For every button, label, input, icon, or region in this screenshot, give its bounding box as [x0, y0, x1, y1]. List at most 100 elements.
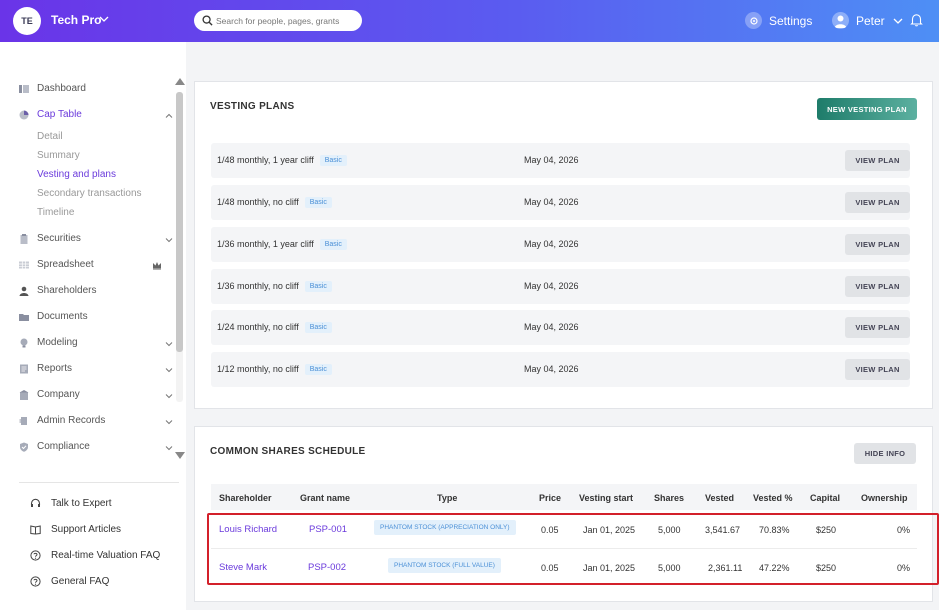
chevron-down-icon[interactable]	[165, 236, 173, 244]
sidebar-item-securities[interactable]: Securities	[19, 233, 81, 244]
sidebar-item-label: Compliance	[37, 441, 90, 452]
plan-date: May 04, 2026	[524, 239, 579, 249]
chevron-down-icon[interactable]	[165, 366, 173, 374]
shareholder-link[interactable]: Steve Mark	[219, 562, 268, 573]
vesting-plan-row: 1/24 monthly, no cliff Basic May 04, 2026…	[211, 310, 910, 345]
shares-cell: 5,000	[658, 525, 681, 535]
search-input[interactable]	[216, 13, 356, 28]
column-header[interactable]: Shares	[654, 493, 685, 503]
sidebar-subitem-timeline[interactable]: Timeline	[37, 207, 75, 218]
sidebar-subitem-summary[interactable]: Summary	[37, 150, 80, 161]
grant-name-link[interactable]: PSP-001	[309, 524, 348, 535]
view-plan-button[interactable]: VIEW PLAN	[845, 317, 910, 338]
shield-icon	[20, 442, 28, 452]
vesting-plans-card: VESTING PLANS NEW VESTING PLAN 1/48 mont…	[194, 81, 933, 409]
dashboard-icon	[19, 84, 29, 93]
bell-icon[interactable]	[910, 13, 923, 27]
sidebar-subitem-vesting-and-plans[interactable]: Vesting and plans	[37, 169, 116, 180]
lightbulb-icon	[20, 338, 28, 347]
sidebar-subitem-detail[interactable]: Detail	[37, 131, 63, 142]
records-icon	[19, 416, 27, 425]
grant-name-link[interactable]: PSP-002	[308, 562, 347, 573]
sidebar-item-modeling[interactable]: Modeling	[19, 337, 78, 348]
report-icon	[20, 364, 28, 373]
column-header[interactable]: Price	[539, 493, 562, 503]
help-item-valuation-faq[interactable]: Real-time Valuation FAQ	[30, 550, 160, 561]
building-icon	[19, 389, 29, 400]
price-cell: 0.05	[541, 563, 559, 573]
sidebar-item-label: Spreadsheet	[37, 259, 94, 270]
plan-name-text: 1/48 monthly, no cliff	[217, 197, 299, 207]
plan-name-text: 1/12 monthly, no cliff	[217, 364, 299, 374]
org-name[interactable]: Tech Pro	[51, 13, 102, 27]
sidebar-item-admin-records[interactable]: Admin Records	[19, 415, 105, 426]
column-header[interactable]: Vested %	[753, 493, 793, 503]
sidebar-item-cap-table[interactable]: Cap Table	[19, 109, 82, 120]
sidebar-item-company[interactable]: Company	[19, 389, 80, 400]
column-header[interactable]: Ownership	[861, 493, 908, 503]
column-header[interactable]: Vested	[705, 493, 735, 503]
vesting-plan-row: 1/36 monthly, no cliff Basic May 04, 2026…	[211, 269, 910, 304]
help-item-general-faq[interactable]: General FAQ	[30, 576, 109, 587]
sidebar-item-dashboard[interactable]: Dashboard	[19, 83, 86, 94]
sidebar-subitem-secondary-transactions[interactable]: Secondary transactions	[37, 188, 142, 199]
sidebar-item-shareholders[interactable]: Shareholders	[19, 285, 96, 296]
scroll-down-arrow[interactable]	[175, 452, 185, 459]
sidebar-item-label: Dashboard	[37, 83, 86, 94]
sidebar: Dashboard Cap Table Detail Summary Vesti…	[0, 42, 186, 610]
shareholder-link[interactable]: Louis Richard	[219, 524, 278, 535]
sidebar-item-label: Shareholders	[37, 285, 97, 296]
column-header[interactable]: Shareholder	[219, 493, 272, 503]
vesting-plan-row: 1/12 monthly, no cliff Basic May 04, 2026…	[211, 352, 910, 387]
plan-name: 1/36 monthly, no cliff Basic	[217, 281, 332, 292]
view-plan-button[interactable]: VIEW PLAN	[845, 234, 910, 255]
settings-button[interactable]: Settings	[745, 12, 812, 29]
view-plan-button[interactable]: VIEW PLAN	[845, 192, 910, 213]
column-header[interactable]: Grant name	[300, 493, 351, 503]
chevron-down-icon[interactable]	[165, 392, 173, 400]
user-avatar-icon	[832, 12, 849, 29]
user-menu[interactable]: Peter	[832, 12, 903, 29]
chevron-down-icon[interactable]	[99, 14, 109, 24]
view-plan-button[interactable]: VIEW PLAN	[845, 276, 910, 297]
new-vesting-plan-button[interactable]: NEW VESTING PLAN	[817, 98, 917, 120]
sidebar-item-label: Reports	[37, 363, 73, 374]
sidebar-item-documents[interactable]: Documents	[19, 311, 88, 322]
shares-cell: 5,000	[658, 563, 681, 573]
person-icon	[19, 286, 29, 296]
sidebar-item-spreadsheet[interactable]: Spreadsheet	[19, 259, 94, 270]
table-row: Louis Richard PSP-001 PHANTOM STOCK (APP…	[211, 515, 917, 553]
plan-name: 1/48 monthly, 1 year cliff Basic	[217, 155, 347, 166]
org-avatar[interactable]: TE	[13, 7, 41, 35]
plan-name: 1/48 monthly, no cliff Basic	[217, 197, 332, 208]
gear-icon	[745, 12, 762, 29]
plan-date: May 04, 2026	[524, 197, 579, 207]
chevron-down-icon[interactable]	[165, 444, 173, 452]
chevron-up-icon[interactable]	[165, 112, 173, 120]
sidebar-item-reports[interactable]: Reports	[19, 363, 72, 374]
scroll-up-arrow[interactable]	[175, 78, 185, 85]
vested-pct-cell: 47.22%	[759, 563, 790, 573]
scrollbar-thumb[interactable]	[176, 92, 183, 352]
vesting-start-cell: Jan 01, 2025	[583, 525, 636, 535]
sidebar-item-label: Modeling	[37, 337, 78, 348]
chevron-down-icon[interactable]	[165, 340, 173, 348]
view-plan-button[interactable]: VIEW PLAN	[845, 150, 910, 171]
sidebar-item-compliance[interactable]: Compliance	[19, 441, 90, 452]
vesting-plan-row: 1/48 monthly, no cliff Basic May 04, 2026…	[211, 185, 910, 220]
type-badge: PHANTOM STOCK (APPRECIATION ONLY)	[374, 520, 516, 535]
chevron-down-icon[interactable]	[165, 418, 173, 426]
help-item-support-articles[interactable]: Support Articles	[30, 524, 121, 535]
view-plan-button[interactable]: VIEW PLAN	[845, 359, 910, 380]
column-header[interactable]: Capital	[810, 493, 841, 503]
help-item-label: Real-time Valuation FAQ	[51, 550, 161, 561]
hide-info-button[interactable]: HIDE INFO	[854, 443, 916, 464]
ownership-cell: 0%	[897, 563, 911, 573]
plan-badge: Basic	[319, 155, 347, 166]
column-header[interactable]: Vesting start	[579, 493, 634, 503]
vesting-plan-row: 1/36 monthly, 1 year cliff Basic May 04, …	[211, 227, 910, 262]
column-header[interactable]: Type	[437, 493, 458, 503]
search-box[interactable]	[194, 10, 362, 31]
capital-cell: $250	[816, 525, 837, 535]
help-item-talk-to-expert[interactable]: Talk to Expert	[30, 498, 112, 509]
